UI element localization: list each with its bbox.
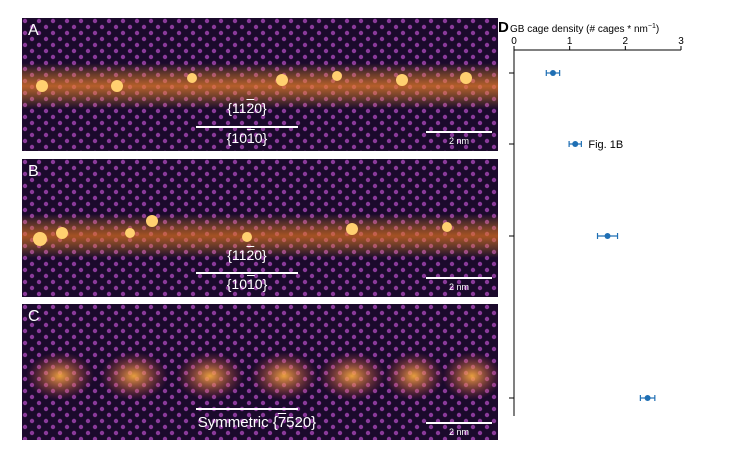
panel-c: C Symmetric {7520} 2 nm [22,304,498,440]
y-level-ticks [509,72,514,399]
scale-label-c: 2 nm [448,427,469,437]
scale-bar-c [426,422,492,424]
data-point-1 [572,141,579,147]
orientation-symmetric-c: Symmetric {7520} [197,414,317,431]
panel-b: B {1120} {1010} 2 nm [22,159,498,297]
data-points: Fig. 1B [545,70,656,401]
orientation-lower-b: {1010} [226,276,268,292]
x-tick-label-3: 3 [678,36,684,47]
orientation-divider-c [196,408,298,410]
orientation-upper-a: {1120} [227,100,267,116]
orientation-upper-b: {1120} [227,247,267,263]
x-tick-label-1: 1 [567,36,573,47]
data-point-0 [549,70,556,76]
scale-bar-a [426,131,492,133]
panel-a: A {1120} {1010} 2 nm [22,18,498,151]
data-point-2 [604,233,611,239]
point-label-1: Fig. 1B [588,139,623,151]
panel-letter-b: B [28,163,39,180]
scale-label-a: 2 nm [448,136,469,146]
x-tick-label-0: 0 [511,36,517,47]
x-tick-label-2: 2 [623,36,629,47]
panel-letter-a: A [28,22,39,39]
micrograph-a [22,18,498,151]
x-axis-ticks: 0 1 2 3 [511,36,684,50]
data-point-3 [644,395,651,401]
scale-bar-b [426,277,492,279]
micrograph-c [22,304,498,440]
chart-title: GB cage density (# cages * nm−1) [510,23,659,35]
orientation-divider-b [196,272,298,274]
panel-letter-d: D [498,19,509,36]
orientation-divider-a [196,126,298,128]
scale-label-b: 2 nm [448,282,469,292]
panel-letter-c: C [28,308,40,325]
micrograph-b [22,159,498,297]
orientation-lower-a: {1010} [226,130,268,146]
